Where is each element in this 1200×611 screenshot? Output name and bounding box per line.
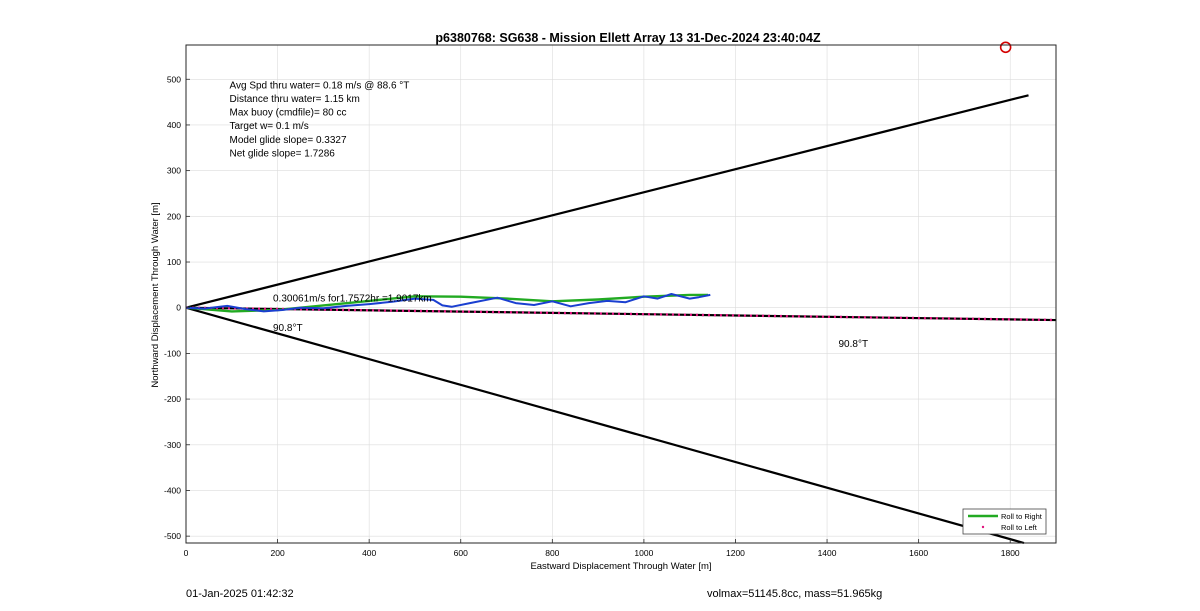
y-tick-label: 500	[167, 74, 181, 84]
x-tick-label: 400	[362, 548, 376, 558]
y-tick-label: -400	[164, 485, 181, 495]
axes-box	[185, 44, 1057, 544]
series-layer	[185, 41, 1057, 322]
y-tick-label: -300	[164, 440, 181, 450]
info-line: Model glide slope= 0.3327	[230, 135, 347, 146]
x-tick-label: 0	[184, 548, 189, 558]
y-tick-label: 100	[167, 257, 181, 267]
legend-box	[962, 508, 1047, 535]
annotations: Avg Spd thru water= 0.18 m/s @ 88.6 °T Di…	[230, 80, 869, 349]
legend-label-roll-left: Roll to Left	[1001, 523, 1038, 532]
x-tick-label: 1600	[909, 548, 928, 558]
y-axis-label: Northward Displacement Through Water [m]	[150, 202, 161, 387]
annotation-label: 90.8°T	[839, 339, 869, 350]
legend: Roll to Right Roll to Left	[962, 508, 1047, 535]
x-tick-label: 1000	[634, 548, 653, 558]
y-tick-label: 200	[167, 211, 181, 221]
y-tick-label: -100	[164, 348, 181, 358]
info-line: Target w= 0.1 m/s	[230, 121, 309, 132]
y-tick-label: 0	[176, 303, 181, 313]
x-axis-label: Eastward Displacement Through Water [m]	[530, 561, 711, 572]
info-line: Distance thru water= 1.15 km	[230, 94, 360, 105]
target-marker	[999, 41, 1012, 54]
legend-swatch-roll-left	[981, 525, 985, 529]
info-line: Avg Spd thru water= 0.18 m/s @ 88.6 °T	[230, 80, 410, 91]
grid	[185, 45, 1056, 543]
y-tick-label: 400	[167, 120, 181, 130]
x-tick-label: 800	[545, 548, 559, 558]
annotation-label: 0.30061m/s for1.7572hr =1.9017km	[273, 294, 432, 305]
legend-label-roll-right: Roll to Right	[1001, 512, 1043, 521]
series-track	[185, 293, 711, 313]
x-tick-label: 600	[454, 548, 468, 558]
series-roll-to-left	[185, 306, 1057, 322]
y-tick-label: -500	[164, 531, 181, 541]
footer-timestamp: 01-Jan-2025 01:42:32	[186, 588, 294, 600]
y-tick-label: 300	[167, 166, 181, 176]
chart-title: p6380768: SG638 - Mission Ellett Array 1…	[435, 31, 821, 45]
ticks: 0 200 400 600 800 1000 1200 1400 1600 1800-500-40…	[164, 74, 1020, 558]
x-tick-label: 1800	[1001, 548, 1020, 558]
info-line: Net glide slope= 1.7286	[230, 148, 336, 159]
annotation-label: 90.8°T	[273, 323, 303, 334]
cone-lower-line	[185, 306, 1025, 545]
x-tick-label: 1200	[726, 548, 745, 558]
x-tick-label: 1400	[818, 548, 837, 558]
y-tick-label: -200	[164, 394, 181, 404]
footer-volmax-mass: volmax=51145.8cc, mass=51.965kg	[707, 588, 883, 600]
x-tick-label: 200	[270, 548, 284, 558]
info-line: Max buoy (cmdfile)= 80 cc	[230, 108, 347, 119]
cone-upper-line	[185, 94, 1029, 309]
